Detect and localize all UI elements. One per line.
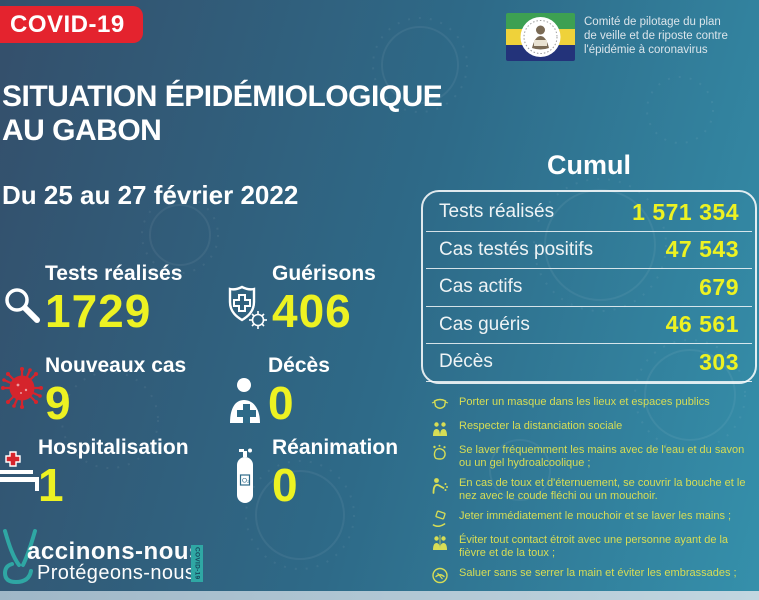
- no-handshake-icon: [432, 567, 448, 584]
- cumul-title: Cumul: [547, 150, 631, 180]
- stat-reanimation: Réanimation 0: [272, 437, 398, 508]
- stat-label: Nouveaux cas: [45, 354, 187, 377]
- stat-hospitalisation: Hospitalisation 1: [38, 437, 189, 508]
- stat-guerisons: Guérisons 406: [272, 263, 376, 334]
- guideline-text: Porter un masque dans les lieux et espac…: [459, 396, 710, 408]
- guidelines-list: Porter un masque dans les lieux et espac…: [431, 396, 757, 600]
- list-item: Respecter la distanciation sociale: [431, 420, 757, 437]
- list-item: Se laver fréquemment les mains avec de l…: [431, 444, 757, 470]
- mask-icon: [431, 398, 449, 409]
- committee-emblem-icon: [520, 17, 561, 57]
- row-value: 47 543: [665, 236, 739, 263]
- wash-hands-icon: [433, 444, 446, 460]
- guideline-text: Éviter tout contact étroit avec une pers…: [459, 533, 729, 559]
- victory-hand-icon: [2, 529, 37, 585]
- guideline-text: Respecter la distanciation sociale: [459, 420, 623, 432]
- list-item: Éviter tout contact étroit avec une pers…: [431, 534, 757, 560]
- stat-label: Décès: [268, 354, 330, 377]
- stat-tests-realises: Tests réalisés 1729: [45, 263, 182, 334]
- stat-label: Tests réalisés: [45, 262, 183, 285]
- stat-value: 9: [45, 377, 72, 429]
- social-distancing-icon: [433, 422, 447, 436]
- stat-nouveaux-cas: Nouveaux cas 9: [45, 355, 186, 426]
- row-label: Tests réalisés: [439, 201, 555, 223]
- covid19-banner-label: COVID-19: [10, 10, 125, 38]
- shield-cross-virus-icon: [228, 285, 267, 329]
- campaign-line1: accinons-nous: [27, 538, 203, 565]
- row-value: 303: [699, 348, 739, 375]
- guideline-text: En cas de toux et d'éternuement, se couv…: [459, 476, 746, 502]
- report-period: Du 25 au 27 février 2022: [2, 180, 299, 210]
- guideline-text: Saluer sans se serrer la main et éviter …: [459, 566, 737, 579]
- virus-icon: [1, 367, 43, 409]
- guideline-text: Se laver fréquemment les mains avec de l…: [459, 444, 745, 469]
- row-label: Décès: [439, 351, 493, 373]
- committee-line: Comité de pilotage du plan: [584, 16, 721, 28]
- throw-tissue-icon: [432, 510, 446, 527]
- avoid-contact-icon: [433, 534, 447, 550]
- bottom-strip: [0, 591, 759, 600]
- stat-label: Guérisons: [272, 262, 376, 285]
- table-row: Décès 303: [426, 344, 752, 382]
- guideline-text: Jeter immédiatement le mouchoir et se la…: [459, 509, 732, 522]
- row-value: 1 571 354: [632, 198, 739, 225]
- row-label: Cas testés positifs: [439, 238, 594, 260]
- stat-value: 406: [272, 285, 352, 337]
- hospital-bed-icon: [0, 451, 39, 491]
- table-row: Tests réalisés 1 571 354: [426, 194, 752, 232]
- magnifier-icon: [5, 288, 40, 323]
- cough-elbow-icon: [432, 478, 448, 494]
- list-item: Jeter immédiatement le mouchoir et se la…: [431, 510, 757, 527]
- page-title: SITUATION ÉPIDÉMIOLOGIQUE AU GABON: [2, 80, 443, 147]
- table-row: Cas testés positifs 47 543: [426, 232, 752, 269]
- committee-line: de veille et de riposte contre: [584, 30, 728, 43]
- committee-caption: Comité de pilotage du plan de veille et …: [584, 15, 759, 57]
- row-label: Cas actifs: [439, 276, 523, 298]
- person-cross-icon: [230, 378, 260, 423]
- campaign-covid-badge: COVID-19: [191, 545, 203, 582]
- covid19-banner: COVID-19: [0, 6, 143, 43]
- table-row: Cas actifs 679: [426, 269, 752, 307]
- committee-line: l'épidémie à coronavirus: [584, 44, 708, 57]
- stat-value: 1729: [45, 285, 152, 337]
- row-value: 46 561: [665, 311, 739, 338]
- campaign-line2: Protégeons-nous: [37, 562, 196, 584]
- oxygen-tank-icon: O₂: [237, 448, 253, 503]
- svg-text:O₂: O₂: [242, 478, 250, 485]
- list-item: Saluer sans se serrer la main et éviter …: [431, 567, 757, 584]
- list-item: En cas de toux et d'éternuement, se couv…: [431, 477, 757, 503]
- table-row: Cas guéris 46 561: [426, 307, 752, 344]
- stat-label: Réanimation: [272, 436, 399, 459]
- page-title-line2: AU GABON: [2, 113, 162, 147]
- stat-deces: Décès 0: [268, 355, 330, 426]
- list-item: Porter un masque dans les lieux et espac…: [431, 396, 757, 413]
- row-label: Cas guéris: [439, 313, 530, 335]
- stat-value: 0: [272, 459, 299, 511]
- stat-label: Hospitalisation: [38, 436, 189, 459]
- cumul-table: Tests réalisés 1 571 354 Cas testés posi…: [421, 190, 757, 384]
- row-value: 679: [699, 273, 739, 300]
- stat-value: 0: [268, 377, 295, 429]
- page-title-line1: SITUATION ÉPIDÉMIOLOGIQUE: [2, 80, 443, 113]
- stat-value: 1: [38, 459, 65, 511]
